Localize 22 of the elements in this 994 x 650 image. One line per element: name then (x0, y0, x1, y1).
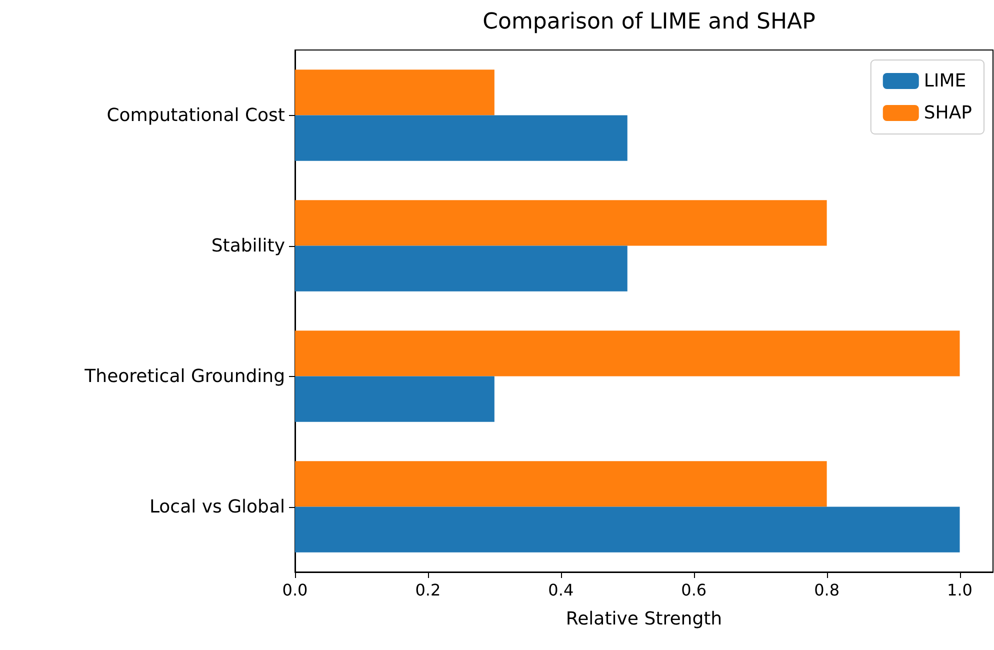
x-tick-label: 0.6 (681, 580, 707, 600)
x-tick-label: 0.0 (282, 580, 308, 600)
legend-label: SHAP (924, 102, 972, 124)
bar (295, 461, 827, 507)
y-tick-label: Theoretical Grounding (84, 366, 285, 387)
x-axis-title: Relative Strength (566, 608, 722, 630)
x-tick-label: 0.8 (814, 580, 840, 600)
legend-label: LIME (924, 70, 966, 92)
y-tick-label: Local vs Global (149, 496, 285, 518)
chart-title: Comparison of LIME and SHAP (482, 10, 816, 34)
bar (295, 376, 494, 422)
x-tick-label: 1.0 (947, 580, 972, 600)
bar (295, 200, 827, 246)
bar (295, 70, 494, 116)
bar (295, 330, 960, 376)
y-tick-label: Stability (211, 235, 286, 256)
bar (295, 246, 628, 292)
bar (295, 506, 960, 552)
y-tick-label: Computational Cost (106, 104, 285, 126)
x-tick-label: 0.4 (548, 580, 574, 600)
bar (295, 115, 628, 161)
x-tick-label: 0.2 (415, 580, 441, 600)
